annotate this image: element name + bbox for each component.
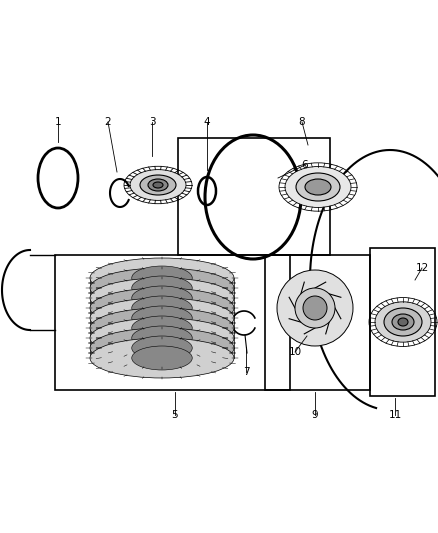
Ellipse shape (384, 308, 422, 336)
Bar (370, 248, 435, 396)
Text: 11: 11 (389, 410, 402, 420)
Ellipse shape (132, 286, 192, 310)
Ellipse shape (132, 346, 192, 370)
Ellipse shape (132, 316, 192, 340)
Text: 7: 7 (243, 367, 249, 377)
Text: 6: 6 (302, 160, 308, 170)
Ellipse shape (375, 302, 431, 342)
Ellipse shape (90, 328, 234, 368)
Text: 4: 4 (204, 117, 210, 127)
Ellipse shape (90, 288, 234, 328)
Ellipse shape (303, 296, 327, 320)
Text: 9: 9 (312, 410, 318, 420)
Ellipse shape (295, 288, 335, 328)
Ellipse shape (90, 268, 234, 308)
Ellipse shape (305, 179, 331, 195)
Ellipse shape (90, 338, 234, 378)
Ellipse shape (285, 166, 351, 207)
Text: 3: 3 (148, 117, 155, 127)
Ellipse shape (132, 306, 192, 330)
Ellipse shape (153, 182, 163, 188)
Ellipse shape (296, 173, 340, 201)
Text: 8: 8 (299, 117, 305, 127)
Bar (178, 138, 330, 255)
Ellipse shape (277, 270, 353, 346)
Ellipse shape (90, 298, 234, 338)
Ellipse shape (90, 258, 234, 298)
Ellipse shape (90, 318, 234, 358)
Ellipse shape (132, 326, 192, 350)
Ellipse shape (90, 308, 234, 348)
Ellipse shape (148, 179, 168, 191)
Text: 12: 12 (415, 263, 429, 273)
Ellipse shape (130, 169, 186, 200)
Ellipse shape (140, 175, 176, 195)
Ellipse shape (90, 278, 234, 318)
Text: 10: 10 (289, 347, 301, 357)
Ellipse shape (132, 296, 192, 320)
Text: 1: 1 (55, 117, 61, 127)
Ellipse shape (132, 336, 192, 360)
Ellipse shape (132, 266, 192, 290)
Text: 2: 2 (105, 117, 111, 127)
Ellipse shape (392, 314, 414, 330)
Bar (55, 255, 290, 390)
Ellipse shape (132, 276, 192, 300)
Text: 5: 5 (172, 410, 178, 420)
Bar (265, 255, 370, 390)
Ellipse shape (398, 318, 408, 326)
